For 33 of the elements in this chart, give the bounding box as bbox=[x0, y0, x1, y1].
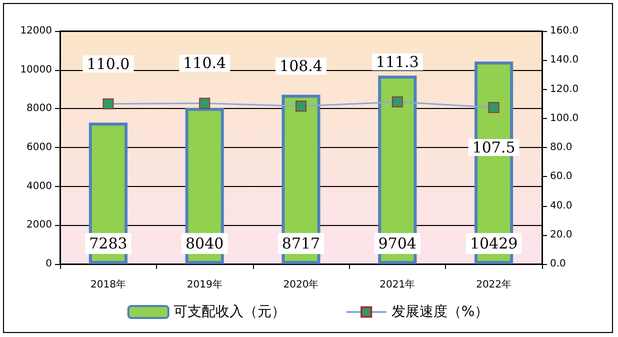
y2-tick-label: 140.0 bbox=[550, 54, 579, 66]
y2-tick-label: 120.0 bbox=[550, 84, 579, 95]
y-tick-label: 4000 bbox=[26, 180, 52, 192]
y-tick-label: 6000 bbox=[26, 142, 52, 153]
y2-tick-label: 100.0 bbox=[550, 112, 579, 124]
legend-label: 发展速度（%） bbox=[391, 304, 489, 320]
y-tick-label: 12000 bbox=[20, 26, 52, 36]
legend-label: 可支配收入（元） bbox=[173, 304, 286, 320]
y-tick-label: 8000 bbox=[26, 103, 52, 114]
x-tick-label: 2021年 bbox=[380, 278, 416, 290]
y-tick-label: 0 bbox=[46, 258, 52, 270]
data-label: 110.4 bbox=[183, 54, 226, 72]
y2-tick-label: 80.0 bbox=[550, 142, 572, 153]
y-tick-label: 2000 bbox=[26, 220, 52, 231]
x-tick-label: 2020年 bbox=[283, 278, 319, 290]
data-label: 110.0 bbox=[86, 54, 130, 73]
y2-tick-label: 160.0 bbox=[550, 26, 579, 36]
data-label: 10429 bbox=[470, 234, 518, 252]
data-label: 8717 bbox=[282, 234, 320, 252]
y2-tick-label: 60.0 bbox=[550, 171, 572, 182]
data-label: 9704 bbox=[378, 234, 416, 252]
y2-tick-label: 20.0 bbox=[550, 229, 572, 240]
x-tick-label: 2019年 bbox=[186, 278, 222, 290]
y-tick-label: 10000 bbox=[20, 64, 52, 76]
data-label: 8040 bbox=[186, 234, 224, 252]
x-tick-label: 2018年 bbox=[90, 278, 126, 290]
data-label: 111.3 bbox=[376, 52, 419, 71]
data-label: 7283 bbox=[89, 234, 128, 252]
y2-tick-label: 0.0 bbox=[550, 258, 566, 270]
y2-tick-label: 40.0 bbox=[550, 200, 572, 212]
data-label: 108.4 bbox=[280, 57, 322, 76]
data-label: 107.5 bbox=[472, 138, 516, 156]
x-tick-label: 2022年 bbox=[476, 278, 512, 290]
